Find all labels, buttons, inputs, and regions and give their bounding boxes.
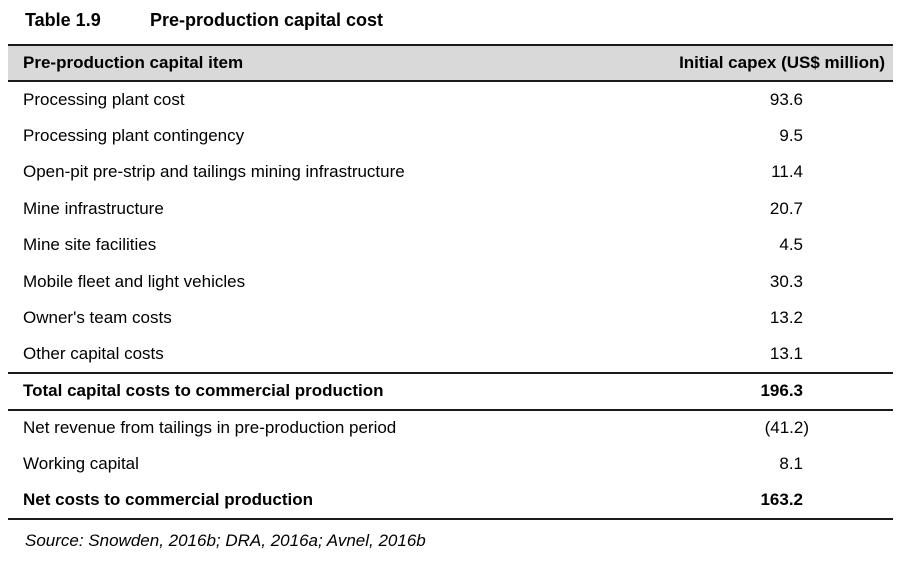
value-cell: 4.5: [779, 235, 803, 255]
table-row: Net revenue from tailings in pre-product…: [8, 410, 893, 447]
item-cell: Owner's team costs: [23, 308, 172, 328]
table-row: Mine infrastructure 20.7: [8, 191, 893, 228]
source-note: Source: Snowden, 2016b; DRA, 2016a; Avne…: [25, 531, 426, 550]
value-cell: (41.2): [764, 418, 809, 438]
table-row: Working capital 8.1: [8, 446, 893, 483]
table-row: Mine site facilities 4.5: [8, 227, 893, 264]
value-cell: 163.2: [760, 490, 803, 510]
column-header-item: Pre-production capital item: [23, 53, 244, 72]
item-cell: Net revenue from tailings in pre-product…: [23, 418, 397, 438]
value-cell: 20.7: [769, 198, 803, 218]
item-cell: Working capital: [23, 454, 139, 474]
table-row-net-total: Net costs to commercial production 163.2: [8, 483, 893, 519]
table-row-total: Total capital costs to commercial produc…: [8, 373, 893, 410]
table-number: Table 1.9: [25, 10, 101, 30]
value-cell: 8.1: [779, 454, 803, 474]
value-cell: 196.3: [760, 381, 803, 401]
table-row: Open-pit pre-strip and tailings mining i…: [8, 154, 893, 191]
value-cell: 13.1: [769, 344, 803, 364]
item-cell: Mobile fleet and light vehicles: [23, 271, 246, 291]
item-cell: Mine infrastructure: [23, 198, 164, 218]
item-cell: Processing plant contingency: [23, 125, 245, 145]
item-cell: Total capital costs to commercial produc…: [23, 381, 384, 401]
capex-table: Pre-production capital item Initial cape…: [8, 44, 893, 520]
item-cell: Mine site facilities: [23, 235, 157, 255]
value-cell: 13.2: [769, 308, 803, 328]
item-cell: Other capital costs: [23, 344, 164, 364]
column-header-value: Initial capex (US$ million): [679, 53, 885, 72]
item-cell: Open-pit pre-strip and tailings mining i…: [23, 162, 405, 182]
table-row: Mobile fleet and light vehicles 30.3: [8, 264, 893, 301]
table-row: Owner's team costs 13.2: [8, 300, 893, 337]
table-row: Processing plant contingency 9.5: [8, 118, 893, 155]
value-cell: 30.3: [769, 271, 803, 291]
table-row: Other capital costs 13.1: [8, 337, 893, 374]
item-cell: Processing plant cost: [23, 89, 185, 109]
value-cell: 9.5: [779, 125, 803, 145]
value-cell: 93.6: [769, 89, 803, 109]
table-caption: Pre-production capital cost: [150, 10, 384, 30]
table-title: Table 1.9 Pre-production capital cost: [8, 10, 893, 44]
table-header-row: Pre-production capital item Initial cape…: [8, 45, 893, 81]
value-cell: 11.4: [771, 162, 803, 182]
table-row: Processing plant cost 93.6: [8, 81, 893, 118]
item-cell: Net costs to commercial production: [23, 490, 313, 510]
